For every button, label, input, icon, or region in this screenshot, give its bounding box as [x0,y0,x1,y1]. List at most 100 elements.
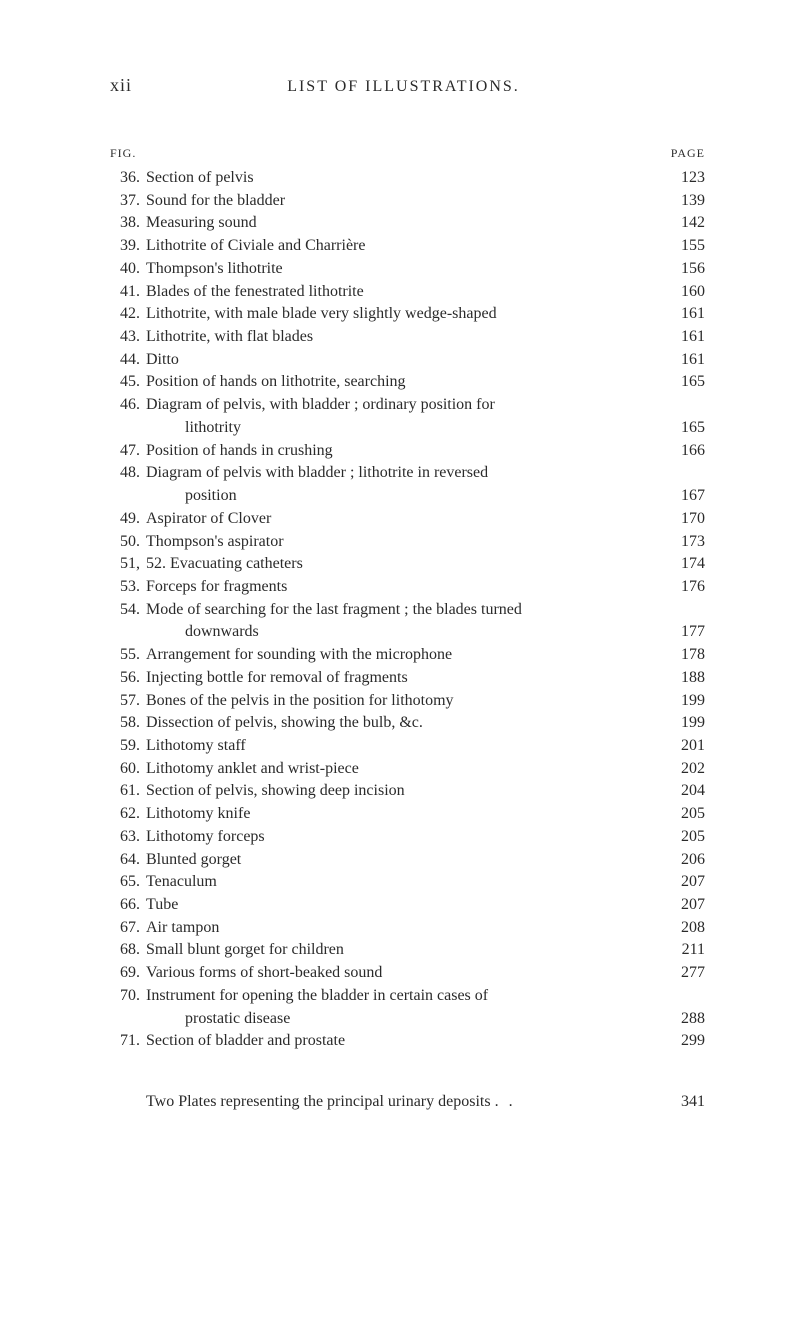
entry-page: 165 [665,371,705,394]
list-entry: 42. Lithotrite, with male blade very slig… [110,303,705,326]
list-entry: 71.Section of bladder and prostate299 [110,1030,705,1053]
entry-page: 207 [665,871,705,894]
entry-number: 48. [110,462,140,485]
list-entry: 58. Dissection of pelvis, showing the bul… [110,712,705,735]
page-title: LIST OF ILLUSTRATIONS. [102,78,705,96]
entry-number: 42. [110,303,140,326]
entry-text: Lithotomy forceps [146,826,665,849]
entry-number: 44. [110,349,140,372]
list-entry-continuation: position167 [110,485,705,508]
entry-page: 174 [665,553,705,576]
list-entry: 63.Lithotomy forceps205 [110,826,705,849]
entry-number: 55. [110,644,140,667]
entry-number: 59. [110,735,140,758]
entry-text: Section of pelvis, showing deep incision [146,780,665,803]
entry-number: 51, [110,553,140,576]
footer-entry: Two Plates representing the principal ur… [110,1093,705,1111]
entry-text: Lithotomy staff [146,735,665,758]
entry-page: 170 [665,508,705,531]
list-entry: 40.Thompson's lithotrite156 [110,258,705,281]
entry-page: 208 [665,917,705,940]
list-entry: 47. Position of hands in crushing166 [110,440,705,463]
list-entry: 55. Arrangement for sounding with the mic… [110,644,705,667]
list-entry: 65. Tenaculum207 [110,871,705,894]
entry-text: Blunted gorget [146,849,665,872]
entry-number: 69. [110,962,140,985]
entry-text: Section of pelvis [146,167,665,190]
entry-number: 65. [110,871,140,894]
entry-page: 277 [665,962,705,985]
entry-text: Position of hands in crushing [146,440,665,463]
list-entry-continuation: downwards177 [110,621,705,644]
entry-text: Instrument for opening the bladder in ce… [146,985,665,1008]
entry-text: Measuring sound [146,212,665,235]
entry-number: 68. [110,939,140,962]
entry-text: Lithotomy anklet and wrist-piece [146,758,665,781]
continuation-page: 177 [665,621,705,644]
entry-text: Lithotrite, with flat blades [146,326,665,349]
entry-page: 142 [665,212,705,235]
entry-number: 56. [110,667,140,690]
entry-number: 71. [110,1030,140,1053]
entry-number: 58. [110,712,140,735]
continuation-text: position [185,485,665,508]
entry-page: 173 [665,531,705,554]
entry-text: Position of hands on lithotrite, searchi… [146,371,665,394]
entry-text: Tenaculum [146,871,665,894]
entry-text: Mode of searching for the last fragment … [146,599,665,622]
entry-text: Section of bladder and prostate [146,1030,665,1053]
entry-text: Lithotomy knife [146,803,665,826]
entry-text: Tube [146,894,665,917]
entry-page: 161 [665,349,705,372]
list-entry: 61.Section of pelvis, showing deep incis… [110,780,705,803]
entry-page: 204 [665,780,705,803]
entry-number: 64. [110,849,140,872]
continuation-text: prostatic disease [185,1008,665,1031]
entry-text: Arrangement for sounding with the microp… [146,644,665,667]
entry-page: 178 [665,644,705,667]
list-entry: 39.Lithotrite of Civiale and Charrière15… [110,235,705,258]
list-entry: 70. Instrument for opening the bladder in… [110,985,705,1008]
entry-page: 161 [665,326,705,349]
entry-number: 54. [110,599,140,622]
entry-text: 52. Evacuating catheters [146,553,665,576]
list-entry: 51, 52. Evacuating catheters174 [110,553,705,576]
entry-page: 166 [665,440,705,463]
entry-number: 40. [110,258,140,281]
footer-page: 341 [665,1093,705,1111]
list-entry: 43. Lithotrite, with flat blades161 [110,326,705,349]
entry-page: 207 [665,894,705,917]
entry-text: Thompson's aspirator [146,531,665,554]
list-entry: 38.Measuring sound142 [110,212,705,235]
entry-text: Lithotrite, with male blade very slightl… [146,303,665,326]
entry-number: 47. [110,440,140,463]
list-entry: 59. Lithotomy staff201 [110,735,705,758]
continuation-page: 288 [665,1008,705,1031]
entry-number: 43. [110,326,140,349]
entry-text: Dissection of pelvis, showing the bulb, … [146,712,665,735]
entry-number: 46. [110,394,140,417]
entry-number: 49. [110,508,140,531]
list-entry: 44. Ditto161 [110,349,705,372]
entry-page: 201 [665,735,705,758]
entry-page: 161 [665,303,705,326]
footer-text: Two Plates representing the principal ur… [146,1093,665,1111]
list-entry: 41.Blades of the fenestrated lithotrite1… [110,281,705,304]
entry-text: Diagram of pelvis with bladder ; lithotr… [146,462,665,485]
column-headers: FIG. PAGE [110,146,705,161]
entry-page: 123 [665,167,705,190]
entry-text: Various forms of short-beaked sound [146,962,665,985]
entry-number: 39. [110,235,140,258]
page-label: PAGE [671,146,705,161]
entry-page: 205 [665,803,705,826]
entry-number: 53. [110,576,140,599]
entry-number: 50. [110,531,140,554]
entry-number: 45. [110,371,140,394]
entry-page: 139 [665,190,705,213]
entry-number: 70. [110,985,140,1008]
list-entry: 53.Forceps for fragments176 [110,576,705,599]
entry-number: 63. [110,826,140,849]
entry-text: Sound for the bladder [146,190,665,213]
entry-number: 66. [110,894,140,917]
continuation-text: downwards [185,621,665,644]
